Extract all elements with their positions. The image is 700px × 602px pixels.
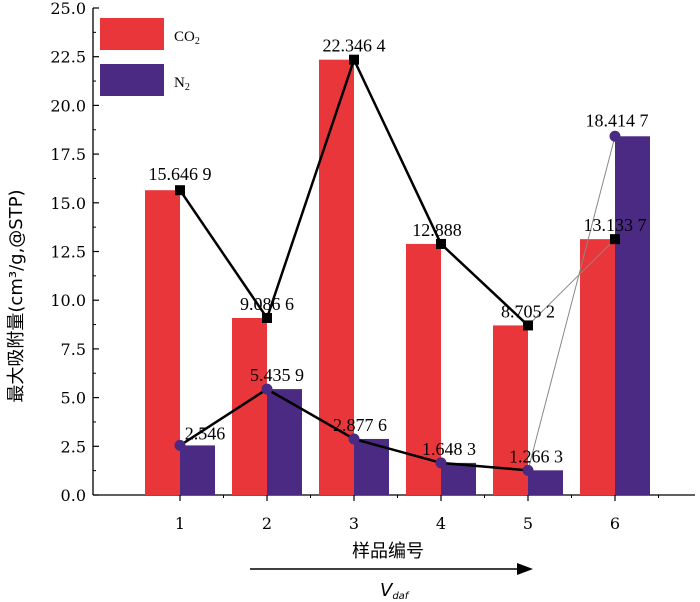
marker-square (523, 320, 533, 331)
y-tick-label: 12.5 (50, 243, 86, 262)
y-tick-label: 22.5 (50, 48, 86, 67)
marker-square (610, 234, 620, 245)
legend-swatch (100, 18, 164, 50)
legend: CO2 N2 (100, 18, 200, 96)
bar-co2 (580, 239, 615, 495)
data-label-co2: 22.346 4 (323, 36, 386, 56)
marker-square (436, 238, 446, 249)
data-label-co2: 12.888 (412, 220, 462, 240)
y-tick-label: 5.0 (61, 389, 86, 408)
bar-co2 (232, 317, 267, 495)
data-label-n2: 1.648 3 (422, 439, 476, 459)
x-tick-label: 1 (175, 514, 185, 533)
line-segment-n2 (527, 136, 616, 471)
y-axis-title: 最大吸附量(cm³/g,@STP) (6, 189, 27, 402)
marker-circle (174, 439, 186, 451)
legend-swatch (100, 64, 164, 96)
bar-co2 (145, 190, 180, 495)
y-tick-label: 25.0 (50, 0, 86, 18)
series-markers (174, 54, 621, 476)
y-tick-label: 0.0 (61, 486, 86, 505)
marker-circle (435, 457, 447, 469)
data-label-n2: 18.414 7 (586, 110, 649, 130)
marker-circle (261, 383, 273, 395)
x-tick-label: 2 (262, 514, 272, 533)
bar-n2 (615, 136, 650, 495)
bar-n2 (180, 445, 215, 495)
line-segment-co2 (527, 238, 616, 326)
marker-square (349, 54, 359, 65)
x-tick-label: 5 (523, 514, 533, 533)
data-label-n2: 1.266 3 (509, 446, 563, 466)
axes: 0.0 2.5 5.0 7.5 10.0 12.5 15.0 17.5 20.0 22.5 25.0… (50, 0, 695, 533)
data-labels: 15.646 9 9.086 6 22.346 4 12.888 8.705 2 13.1… (149, 36, 649, 467)
direction-arrow-label: Vdaf (380, 580, 410, 602)
y-tick-label: 7.5 (61, 340, 86, 359)
x-tick-label: 3 (349, 514, 359, 533)
axis-titles: 最大吸附量(cm³/g,@STP) 样品编号 Vdaf (6, 189, 533, 602)
data-label-co2: 8.705 2 (501, 301, 555, 321)
data-label-co2: 13.133 7 (584, 215, 647, 235)
marker-circle (522, 464, 534, 476)
x-tick-label: 4 (436, 514, 446, 533)
bar-co2 (406, 243, 441, 495)
marker-square (262, 312, 272, 323)
data-label-co2: 9.086 6 (240, 294, 294, 314)
y-tick-label: 10.0 (50, 291, 86, 310)
marker-circle (348, 433, 360, 445)
legend-label: CO2 (174, 29, 200, 47)
data-label-co2: 15.646 9 (149, 164, 212, 184)
marker-circle (609, 130, 621, 142)
data-label-n2: 2.877 6 (333, 415, 387, 435)
legend-label: N2 (174, 75, 190, 93)
data-label-n2: 5.435 9 (250, 365, 304, 385)
y-tick-label: 15.0 (50, 194, 86, 213)
x-axis-title: 样品编号 (352, 541, 424, 562)
bar-n2 (441, 462, 476, 495)
direction-arrow-head (517, 563, 533, 575)
y-tick-label: 20.0 (50, 96, 86, 115)
bar-n2 (354, 438, 389, 495)
bar-n2 (528, 470, 563, 495)
data-label-n2: 2.546 (185, 423, 226, 443)
x-tick-label: 6 (610, 514, 620, 533)
y-tick-label: 2.5 (61, 437, 86, 456)
marker-square (175, 185, 185, 196)
y-tick-label: 17.5 (50, 145, 86, 164)
